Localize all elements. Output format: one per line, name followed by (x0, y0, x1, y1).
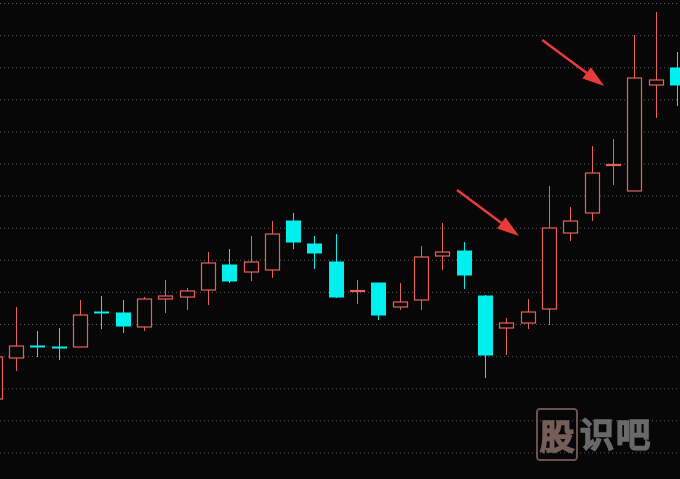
candle-body-up (157, 295, 174, 300)
watermark-logo: 股 识 吧 (536, 408, 651, 461)
candle-body-up (264, 233, 281, 271)
annotation-arrow-shaft (541, 38, 588, 74)
annotation-arrow-head (582, 67, 605, 86)
candle-body-up (200, 262, 217, 291)
candle-body-up (179, 290, 196, 298)
annotation-arrow-shaft (456, 188, 503, 224)
candle-body-up (584, 172, 601, 214)
candle-body-down (30, 345, 45, 348)
candle-body-down (307, 243, 322, 254)
candle-body-up (520, 311, 537, 324)
watermark-char: 股 (536, 408, 578, 461)
candle-body-up (626, 77, 643, 192)
candle-body-down (222, 264, 237, 282)
candle-body-up (605, 163, 622, 167)
candle-body-up (541, 227, 558, 310)
candle-body-up (562, 220, 579, 234)
candle-body-down (116, 312, 131, 327)
candle-body-up (434, 251, 451, 257)
candle-body-up (243, 261, 260, 273)
candle-body-up (136, 298, 153, 328)
candle-body-down (478, 295, 493, 356)
candle-body-up (0, 356, 4, 400)
annotation-arrow-head (497, 217, 519, 236)
watermark-char: 吧 (615, 415, 651, 457)
candle-body-down (94, 311, 109, 314)
candle-body-up (349, 289, 366, 293)
candle-body-up (8, 345, 25, 359)
candle-body-up (498, 322, 515, 329)
candle-body-down (286, 220, 301, 243)
candle-body-down (52, 346, 67, 349)
candle-body-up (648, 79, 665, 86)
candle-body-down (329, 261, 344, 298)
watermark-char: 识 (579, 415, 615, 457)
candle-body-up (392, 301, 409, 308)
candle-body-up (413, 256, 430, 301)
candle-body-up (72, 314, 89, 348)
candle-body-down (371, 282, 386, 316)
candle-body-down (670, 67, 680, 86)
candle-body-down (457, 250, 472, 276)
